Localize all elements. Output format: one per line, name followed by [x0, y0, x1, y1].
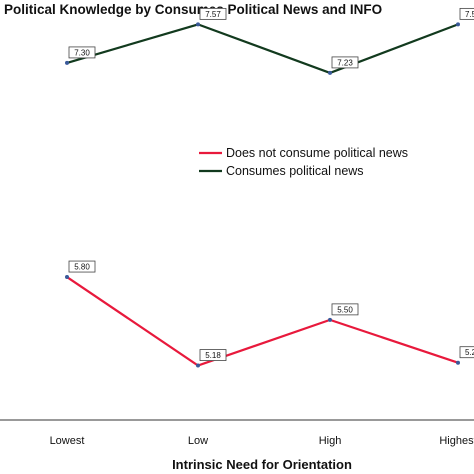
x-axis-label: Intrinsic Need for Orientation	[172, 457, 352, 472]
data-point	[196, 22, 200, 27]
series-line	[66, 23, 459, 75]
series-line	[66, 276, 459, 367]
data-label-box	[199, 7, 227, 20]
x-tick-label: Low	[188, 435, 208, 447]
legend-label: Consumes political news	[226, 164, 364, 178]
data-label: 5.80	[74, 263, 90, 272]
x-tick-label: High	[319, 435, 342, 447]
series-0: 5.80 5.18 5.50 5.2	[65, 260, 474, 368]
data-label: 5.2	[465, 348, 474, 357]
x-tick-label: Highest	[439, 435, 474, 447]
data-label: 7.57	[205, 10, 221, 19]
legend-label: Does not consume political news	[226, 146, 408, 160]
series-1: 7.30 7.57 7.23 7.5	[65, 7, 474, 75]
data-point	[196, 363, 200, 368]
data-label-box	[331, 303, 359, 316]
data-point	[65, 275, 69, 280]
data-label-box	[459, 346, 474, 359]
data-label-box	[459, 7, 474, 20]
data-label: 7.5	[465, 10, 474, 19]
series-layer: 5.80 5.18 5.50 5.2 7.30 7.57 7.23 7.5	[65, 7, 474, 368]
data-point	[328, 70, 332, 75]
data-label: 5.18	[205, 351, 221, 360]
x-tick-label: Lowest	[50, 435, 85, 447]
data-label: 7.23	[337, 58, 353, 67]
x-tick-labels: Lowest Low High Highest	[50, 435, 474, 447]
data-point	[65, 60, 69, 65]
chart-title: Political Knowledge by Consumes Politica…	[4, 2, 382, 17]
data-point	[328, 317, 332, 322]
data-label-box	[68, 260, 96, 273]
data-label-box	[331, 56, 359, 69]
legend: Does not consume political news Consumes …	[199, 146, 408, 178]
data-label-box	[199, 349, 227, 361]
data-point	[456, 22, 460, 27]
data-label: 5.50	[337, 305, 353, 314]
data-point	[456, 360, 460, 365]
data-label: 7.30	[74, 48, 90, 57]
data-label-box	[68, 46, 96, 59]
